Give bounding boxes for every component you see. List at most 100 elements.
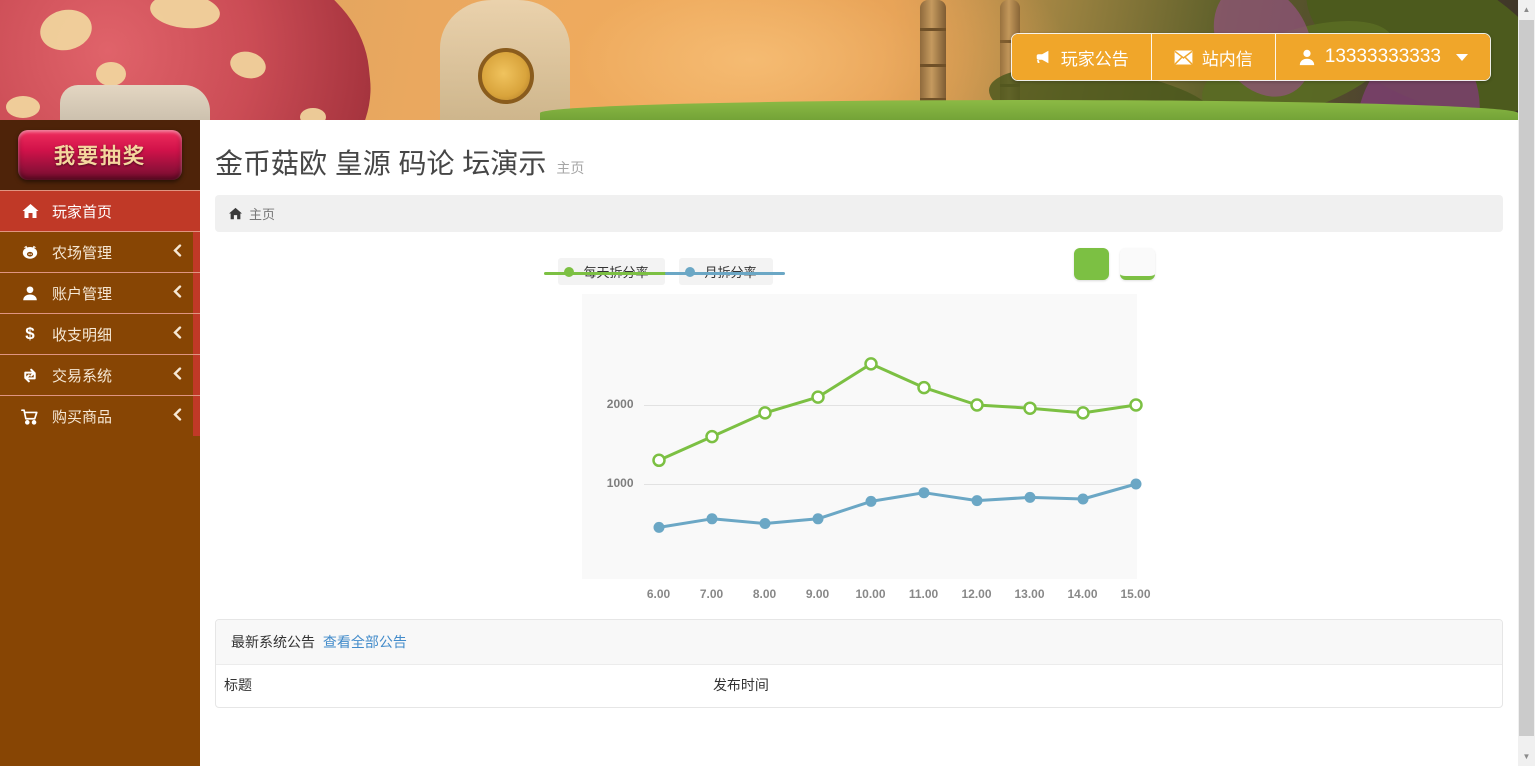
banner-art (540, 100, 1518, 120)
chevron-left-icon (173, 326, 182, 343)
x-axis-tick-label: 6.00 (646, 587, 671, 601)
breadcrumb-label[interactable]: 主页 (249, 207, 276, 222)
banner-art (478, 48, 534, 104)
chart-section: 每天拆分率月拆分率 1000 2000 6.00 7.00 8.00 9.00 10.00… (215, 232, 1503, 610)
announcements-panel: 最新系统公告 查看全部公告 标题 发布时间 (215, 619, 1503, 708)
sidebar-item-2[interactable]: 账户管理 (0, 272, 200, 313)
x-axis-tick-label: 9.00 (805, 587, 830, 601)
view-all-announcements-link[interactable]: 查看全部公告 (322, 634, 407, 650)
chart-data-point[interactable] (1128, 398, 1143, 412)
sidebar-item-5[interactable]: 购买商品 (0, 395, 200, 436)
chevron-left-icon (173, 285, 182, 302)
sidebar-item-3[interactable]: $ 收支明细 (0, 313, 200, 354)
cart-icon (21, 408, 39, 425)
legend-line-swatch (543, 272, 677, 276)
chevron-left-icon (173, 244, 182, 261)
header-button-label: 玩家公告 (1060, 49, 1129, 69)
sidebar-item-label: 农场管理 (52, 244, 113, 262)
banner-art (6, 96, 40, 118)
chart-data-point[interactable] (969, 398, 984, 412)
chart-toggle-line-button[interactable] (1119, 248, 1155, 280)
page-title: 金币菇欧 皇源 码论 坛演示 (215, 148, 547, 179)
envelope-icon (1174, 49, 1193, 65)
legend-dot-swatch (563, 266, 574, 277)
scrollbar-up-arrow-icon[interactable]: ▲ (1522, 5, 1531, 14)
chevron-left-icon (173, 408, 182, 425)
chart-data-point[interactable] (757, 406, 772, 420)
chart-data-point[interactable] (918, 487, 929, 499)
y-axis-tick-label: 1000 (606, 476, 634, 490)
farm-icon (21, 244, 39, 260)
chart-data-point[interactable] (706, 513, 717, 525)
x-axis-tick-label: 14.00 (1067, 587, 1098, 601)
megaphone-icon (1034, 48, 1052, 66)
legend-dot-swatch (684, 266, 695, 277)
chart-data-point[interactable] (759, 518, 770, 529)
sidebar: 我要抽奖 玩家首页农场管理账户管理 $ 收支明细交易系统购买商品 (0, 120, 200, 766)
x-axis-tick-label: 11.00 (908, 587, 939, 601)
caret-down-icon (1456, 53, 1468, 61)
banner-art (300, 108, 326, 120)
home-icon (229, 207, 242, 220)
line-chart-plot[interactable]: 1000 2000 (581, 294, 1143, 579)
chart-toggle-bar-button[interactable] (1073, 248, 1109, 280)
sidebar-item-label: 交易系统 (52, 367, 113, 385)
chart-data-point[interactable] (810, 390, 825, 404)
chart-data-point[interactable] (651, 453, 666, 468)
scrollbar-thumb[interactable] (1519, 20, 1534, 736)
sidebar-item-4[interactable]: 交易系统 (0, 354, 200, 395)
main-content: 金币菇欧 皇源 码论 坛演示 主页 主页 每天拆分率月拆分率 1000 2000 … (200, 120, 1518, 766)
sidebar-menu: 玩家首页农场管理账户管理 $ 收支明细交易系统购买商品 (0, 190, 200, 436)
chart-data-point[interactable] (1077, 493, 1088, 505)
header-button-mail[interactable]: 站内信 (1150, 34, 1275, 80)
x-axis-tick-label: 10.00 (855, 587, 886, 601)
header-button-label: 13333333333 (1324, 46, 1441, 67)
y-axis-tick-label: 2000 (606, 397, 634, 411)
legend-item[interactable]: 月拆分率 (664, 258, 785, 285)
chevron-left-icon (173, 367, 182, 384)
top-banner: 玩家公告 站内信 13333333333 (0, 0, 1518, 120)
home-icon (21, 203, 39, 219)
sidebar-item-0-active[interactable]: 玩家首页 (0, 190, 200, 231)
x-axis-tick-label: 8.00 (752, 587, 777, 601)
chart-data-point[interactable] (863, 357, 878, 371)
chart-data-point[interactable] (865, 495, 876, 507)
banner-art (60, 85, 210, 120)
user-icon (1298, 48, 1316, 66)
column-header-title: 标题 (224, 677, 252, 693)
sidebar-item-label: 账户管理 (52, 285, 113, 303)
lottery-button[interactable]: 我要抽奖 (18, 130, 182, 180)
banner-art (96, 62, 126, 86)
chart-data-point[interactable] (1075, 406, 1090, 420)
chart-legend: 每天拆分率月拆分率 (543, 258, 785, 285)
x-axis-tick-label: 7.00 (699, 587, 724, 601)
header-button-announcements[interactable]: 玩家公告 (1011, 34, 1151, 80)
chart-data-point[interactable] (1022, 401, 1037, 415)
column-header-time: 发布时间 (712, 677, 769, 693)
breadcrumb: 主页 (215, 195, 1503, 232)
chart-data-point[interactable] (1024, 491, 1035, 503)
header-button-label: 站内信 (1201, 49, 1253, 69)
page-subtitle: 主页 (556, 160, 585, 176)
legend-item[interactable]: 每天拆分率 (543, 258, 677, 285)
sidebar-item-label: 购买商品 (52, 408, 113, 426)
scrollbar-down-arrow-icon[interactable]: ▼ (1522, 752, 1531, 761)
chart-data-point[interactable] (653, 521, 664, 533)
announcements-table-header: 标题 发布时间 (216, 665, 1502, 707)
chart-data-point[interactable] (1130, 478, 1141, 490)
chart-data-point[interactable] (916, 380, 931, 395)
announcements-heading: 最新系统公告 (231, 634, 315, 650)
chart-gridline (643, 484, 1137, 485)
x-axis-tick-label: 13.00 (1014, 587, 1045, 601)
header-button-account[interactable]: 13333333333 (1274, 34, 1490, 80)
trade-icon (21, 367, 39, 384)
chart-data-point[interactable] (704, 429, 719, 444)
sidebar-item-1[interactable]: 农场管理 (0, 231, 200, 272)
legend-line-swatch (664, 272, 785, 276)
chart-data-point[interactable] (812, 513, 823, 525)
x-axis-tick-label: 15.00 (1120, 587, 1151, 601)
x-axis-tick-label: 12.00 (961, 587, 992, 601)
page-scrollbar[interactable]: ▲ ▼ (1518, 0, 1535, 766)
chart-data-point[interactable] (971, 495, 982, 507)
chart-x-axis: 6.00 7.00 8.00 9.00 10.00 11.00 12.00 13.00 14.0… (582, 579, 1151, 609)
